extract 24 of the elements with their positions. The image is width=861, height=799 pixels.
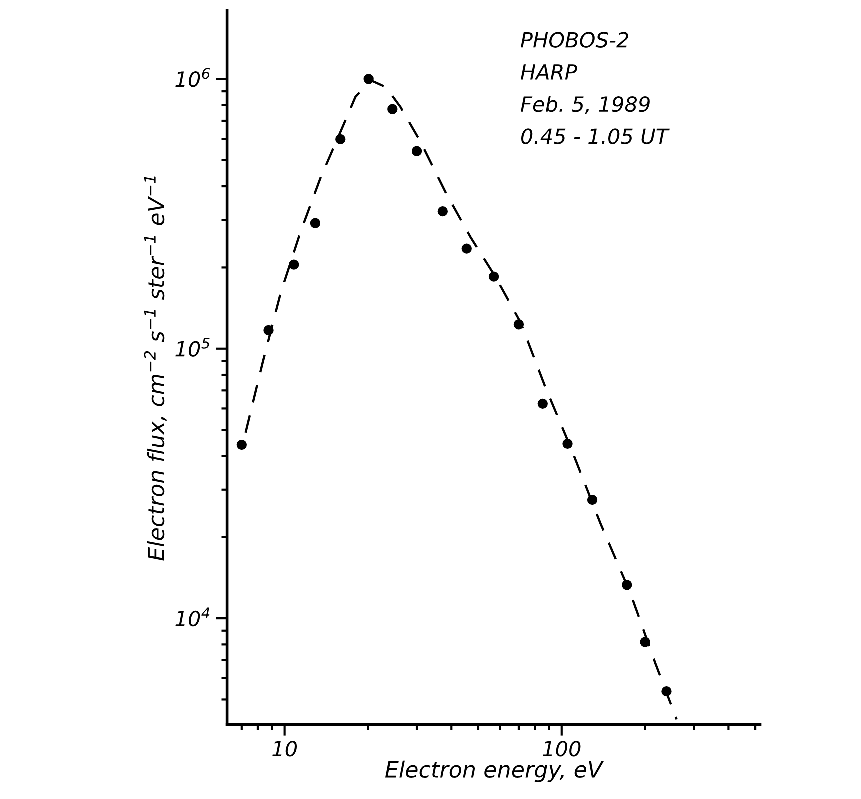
y-tick-label: 10$^{5}$ <box>176 338 210 357</box>
point <box>438 206 448 217</box>
x-axis-title: Electron energy, eV <box>385 760 604 782</box>
point <box>514 320 524 330</box>
annotation: Feb. 5, 1989 <box>520 96 650 114</box>
annotation: PHOBOS-2 <box>520 32 628 48</box>
point <box>538 398 548 410</box>
x-tick-label: 10 <box>272 741 298 757</box>
y-axis-title: Electron flux, cm$^{−2}$ s$^{−1}$ ster$^{−1}$ eV$^{−1}$ <box>144 176 167 561</box>
y-tick-label: 10$^{4}$ <box>176 608 210 627</box>
point <box>587 494 598 506</box>
x-tick-label: 100 <box>543 741 581 757</box>
point <box>662 686 672 697</box>
point <box>412 146 422 156</box>
point <box>488 272 500 282</box>
point <box>462 244 472 254</box>
annotation: HARP <box>520 64 578 80</box>
annotation: 0.45 - 1.05 UT <box>521 128 670 144</box>
point <box>388 104 398 114</box>
y-tick-label: 10$^{6}$ <box>176 68 210 88</box>
point <box>289 260 300 270</box>
point <box>562 438 573 450</box>
point <box>264 325 274 336</box>
point <box>364 74 374 84</box>
